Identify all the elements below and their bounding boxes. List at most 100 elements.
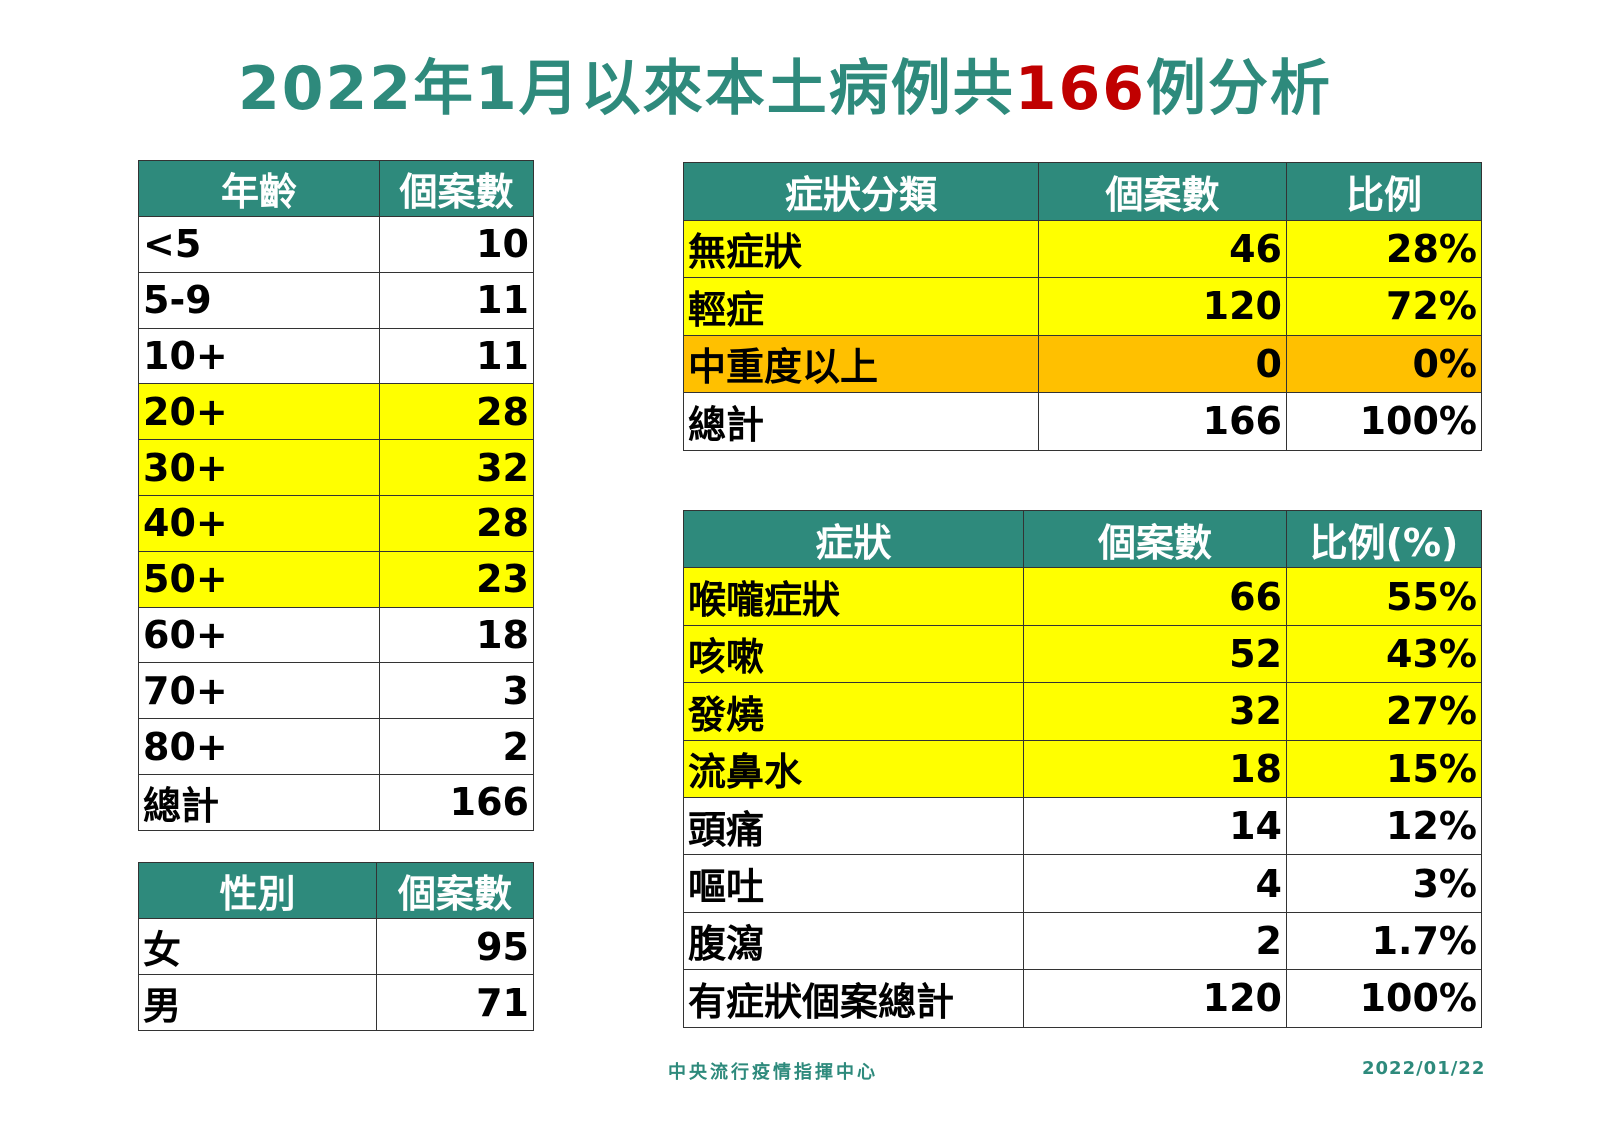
cell-value: 14 xyxy=(1023,796,1287,856)
cell-value: 0% xyxy=(1286,334,1482,393)
row-label: 5-9 xyxy=(138,271,380,329)
column-header: 症狀 xyxy=(683,509,1024,569)
cell-value: 10 xyxy=(379,216,534,273)
table-row: 總計 166 100% xyxy=(683,392,1482,451)
row-label: 30+ xyxy=(138,439,380,496)
row-label: 40+ xyxy=(138,494,380,552)
cell-value: 3 xyxy=(379,662,534,720)
row-label: 輕症 xyxy=(683,277,1039,336)
cell-value: 11 xyxy=(379,271,534,329)
row-label: 中重度以上 xyxy=(683,334,1039,393)
row-label: 70+ xyxy=(138,662,380,720)
row-label: 60+ xyxy=(138,606,380,664)
table-row: 男 71 xyxy=(138,974,534,1031)
gender-table: 性別 個案數女 95 男 71 xyxy=(138,862,534,1031)
row-label: 女 xyxy=(138,918,377,975)
table-row: <5 10 xyxy=(138,216,534,273)
cell-value: 52 xyxy=(1023,624,1287,684)
cell-value: 100% xyxy=(1286,392,1482,451)
page-title: 2022年1月以來本土病例共166例分析 xyxy=(0,40,1570,127)
row-label: 總計 xyxy=(683,392,1039,451)
table-row: 頭痛 14 12% xyxy=(683,796,1482,856)
cell-value: 28% xyxy=(1286,219,1482,278)
cell-value: 28 xyxy=(379,383,534,441)
title-suffix: 例分析 xyxy=(1146,54,1332,124)
severity-table: 症狀分類 個案數 比例 無症狀 46 28% 輕症 120 72% 中重度以上 0 0% 總計 166 10… xyxy=(683,162,1482,451)
cell-value: 18 xyxy=(1023,739,1287,798)
row-label: 有症狀個案總計 xyxy=(683,969,1024,1028)
column-header: 比例 xyxy=(1286,162,1482,221)
row-label: 無症狀 xyxy=(683,219,1039,278)
column-header: 個案數 xyxy=(376,862,534,919)
cell-value: 100% xyxy=(1286,969,1482,1028)
row-label: 頭痛 xyxy=(683,796,1024,856)
table-row: 10+ 11 xyxy=(138,327,534,385)
row-label: 腹瀉 xyxy=(683,911,1024,971)
header-row: 年齡 個案數 xyxy=(138,160,534,217)
table-row: 嘔吐 4 3% xyxy=(683,854,1482,913)
table-row: 20+ 28 xyxy=(138,383,534,441)
row-label: <5 xyxy=(138,216,380,273)
table-row: 總計 166 xyxy=(138,773,534,831)
table-row: 5-9 11 xyxy=(138,271,534,329)
cell-value: 1.7% xyxy=(1286,911,1482,971)
cell-value: 43% xyxy=(1286,624,1482,684)
cell-value: 72% xyxy=(1286,277,1482,336)
cell-value: 166 xyxy=(1038,392,1287,451)
column-header: 年齡 xyxy=(138,160,380,217)
table-row: 腹瀉 2 1.7% xyxy=(683,911,1482,971)
table-row: 70+ 3 xyxy=(138,662,534,720)
header-row: 症狀 個案數 比例(%) xyxy=(683,509,1482,569)
row-label: 20+ xyxy=(138,383,380,441)
cell-value: 12% xyxy=(1286,796,1482,856)
row-label: 總計 xyxy=(138,773,380,831)
cell-value: 15% xyxy=(1286,739,1482,798)
cell-value: 32 xyxy=(1023,682,1287,741)
table-row: 有症狀個案總計 120 100% xyxy=(683,969,1482,1028)
row-label: 發燒 xyxy=(683,682,1024,741)
cell-value: 11 xyxy=(379,327,534,385)
cell-value: 32 xyxy=(379,439,534,496)
cell-value: 0 xyxy=(1038,334,1287,393)
age-table: 年齡 個案數 <5 10 5-9 11 10+ 11 20+ 28 30+ 32 40+ 28 50+ 23 6… xyxy=(138,160,534,831)
column-header: 症狀分類 xyxy=(683,162,1039,221)
table-row: 80+ 2 xyxy=(138,718,534,775)
table-row: 30+ 32 xyxy=(138,439,534,496)
row-label: 男 xyxy=(138,974,377,1031)
cell-value: 166 xyxy=(379,773,534,831)
table-row: 輕症 120 72% xyxy=(683,277,1482,336)
column-header: 個案數 xyxy=(1023,509,1287,569)
table-row: 發燒 32 27% xyxy=(683,682,1482,741)
cell-value: 46 xyxy=(1038,219,1287,278)
row-label: 50+ xyxy=(138,550,380,608)
column-header: 個案數 xyxy=(1038,162,1287,221)
title-prefix: 2022年1月以來本土病例共 xyxy=(238,54,1015,124)
cell-value: 55% xyxy=(1286,567,1482,626)
cell-value: 120 xyxy=(1023,969,1287,1028)
row-label: 10+ xyxy=(138,327,380,385)
table-row: 女 95 xyxy=(138,918,534,975)
footer-date: 2022/01/22 xyxy=(1362,1058,1486,1079)
table-row: 咳嗽 52 43% xyxy=(683,624,1482,684)
cell-value: 120 xyxy=(1038,277,1287,336)
cell-value: 66 xyxy=(1023,567,1287,626)
table-row: 無症狀 46 28% xyxy=(683,219,1482,278)
table-row: 60+ 18 xyxy=(138,606,534,664)
cell-value: 28 xyxy=(379,494,534,552)
cell-value: 71 xyxy=(376,974,534,1031)
table-row: 喉嚨症狀 66 55% xyxy=(683,567,1482,626)
column-header: 性別 xyxy=(138,862,377,919)
cell-value: 23 xyxy=(379,550,534,608)
symptom-table: 症狀 個案數 比例(%) 喉嚨症狀 66 55% 咳嗽 52 43% 發燒 32 27% 流鼻水 18 15… xyxy=(683,509,1482,1028)
cell-value: 2 xyxy=(379,718,534,775)
footer-org: 中央流行疫情指揮中心 xyxy=(668,1062,878,1083)
title-case-count: 166 xyxy=(1014,54,1146,124)
row-label: 喉嚨症狀 xyxy=(683,567,1024,626)
header-row: 性別 個案數 xyxy=(138,862,534,919)
cell-value: 4 xyxy=(1023,854,1287,913)
table-row: 50+ 23 xyxy=(138,550,534,608)
table-row: 流鼻水 18 15% xyxy=(683,739,1482,798)
row-label: 嘔吐 xyxy=(683,854,1024,913)
column-header: 比例(%) xyxy=(1286,509,1482,569)
cell-value: 27% xyxy=(1286,682,1482,741)
